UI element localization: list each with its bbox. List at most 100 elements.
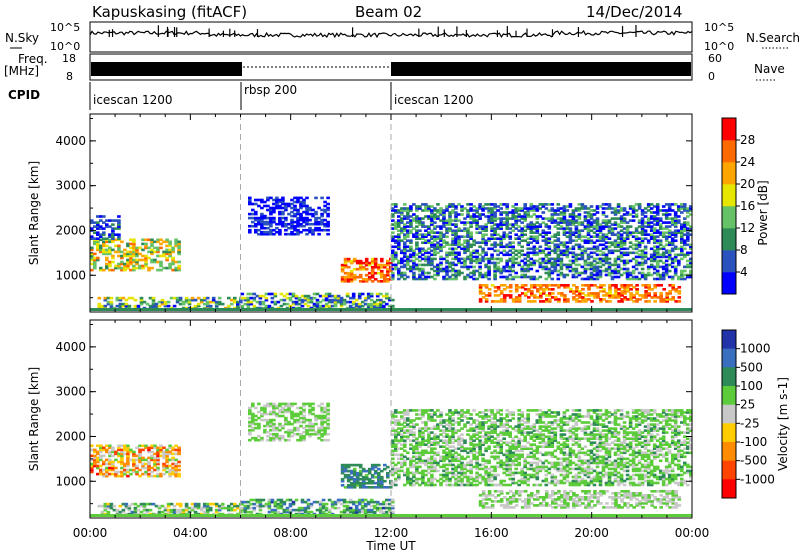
echo-cell [530, 294, 534, 297]
echo-cell [430, 409, 434, 412]
echo-cell [652, 241, 657, 244]
echo-cell [652, 267, 657, 271]
echo-cell [326, 202, 330, 206]
echo-cell [598, 275, 603, 279]
echo-cell [254, 414, 258, 418]
echo-cell [631, 275, 636, 279]
echo-cell [562, 249, 567, 253]
echo-cell [323, 410, 327, 414]
echo-cell [652, 227, 657, 230]
echo-cell [418, 233, 422, 236]
echo-cell [505, 253, 509, 257]
echo-cell [227, 504, 231, 508]
echo-cell [421, 481, 425, 485]
echo-cell [403, 207, 407, 210]
echo-cell [472, 265, 476, 269]
echo-cell [523, 263, 527, 267]
echo-cell [542, 292, 546, 295]
echo-cell [386, 273, 390, 277]
echo-cell [109, 502, 114, 506]
echo-cell [202, 296, 207, 300]
echo-cell [559, 265, 564, 269]
echo-cell [349, 471, 354, 475]
echo-cell [683, 253, 687, 257]
echo-cell [544, 217, 549, 220]
echo-cell [505, 251, 509, 255]
echo-cell [572, 292, 576, 295]
echo-cell [445, 443, 449, 446]
colorbar-swatch [722, 184, 736, 207]
echo-cell [302, 414, 306, 418]
echo-cell [138, 454, 142, 458]
echo-cell [314, 228, 318, 232]
echo-cell [568, 229, 573, 232]
echo-cell [214, 504, 219, 508]
echo-cell [114, 450, 118, 454]
echo-cell [346, 275, 351, 279]
echo-cell [415, 205, 419, 208]
echo-cell [308, 408, 312, 412]
echo-cell [463, 239, 467, 242]
echo-cell [287, 406, 291, 410]
echo-cell [616, 275, 621, 279]
echo-cell [99, 472, 103, 476]
echo-cell [409, 247, 413, 251]
echo-cell [683, 269, 687, 273]
echo-cell [261, 294, 266, 298]
echo-cell [372, 304, 377, 308]
echo-cell [171, 248, 175, 252]
echo-cell [340, 484, 345, 487]
echo-cell [655, 249, 660, 253]
echo-cell [141, 462, 145, 466]
echo-cell [646, 223, 651, 226]
echo-cell [424, 215, 428, 218]
echo-cell [493, 277, 497, 281]
echo-cell [403, 417, 407, 420]
echo-cell [436, 211, 440, 214]
echo-cell [339, 296, 344, 300]
echo-cell [314, 220, 318, 224]
echo-cell [620, 294, 624, 297]
echo-cell [514, 209, 518, 212]
echo-cell [532, 209, 537, 212]
echo-cell [463, 207, 467, 210]
echo-cell [352, 275, 357, 279]
echo-cell [643, 207, 648, 210]
echo-cell [375, 304, 380, 308]
nsky-tick-low: 10^0 [50, 40, 80, 53]
echo-cell [397, 269, 401, 273]
echo-cell [463, 475, 467, 479]
echo-cell [658, 241, 663, 244]
echo-cell [403, 255, 407, 259]
echo-cell [105, 262, 109, 266]
echo-cell [460, 445, 464, 448]
echo-cell [469, 245, 473, 249]
echo-cell [415, 469, 419, 473]
echo-cell [664, 267, 669, 271]
echo-cell [99, 448, 103, 452]
echo-cell [111, 260, 115, 264]
echo-cell [333, 294, 338, 298]
echo-cell [445, 209, 449, 212]
echo-cell [230, 506, 234, 510]
echo-cell [598, 269, 603, 273]
echo-cell [171, 458, 175, 462]
echo-cell [544, 271, 549, 275]
echo-cell [117, 233, 121, 236]
echo-cell [454, 483, 458, 487]
echo-cell [318, 294, 323, 298]
echo-cell [156, 468, 160, 472]
echo-cell [496, 300, 501, 303]
echo-cell [266, 418, 270, 422]
echo-cell [601, 219, 606, 222]
echo-cell [394, 439, 398, 442]
echo-cell [445, 269, 449, 273]
echo-cell [266, 404, 270, 408]
echo-cell [436, 463, 440, 467]
echo-cell [460, 443, 464, 446]
echo-cell [296, 228, 300, 232]
echo-cell [529, 227, 534, 230]
echo-cell [409, 443, 413, 446]
echo-cell [318, 300, 323, 304]
echo-cell [287, 428, 291, 432]
